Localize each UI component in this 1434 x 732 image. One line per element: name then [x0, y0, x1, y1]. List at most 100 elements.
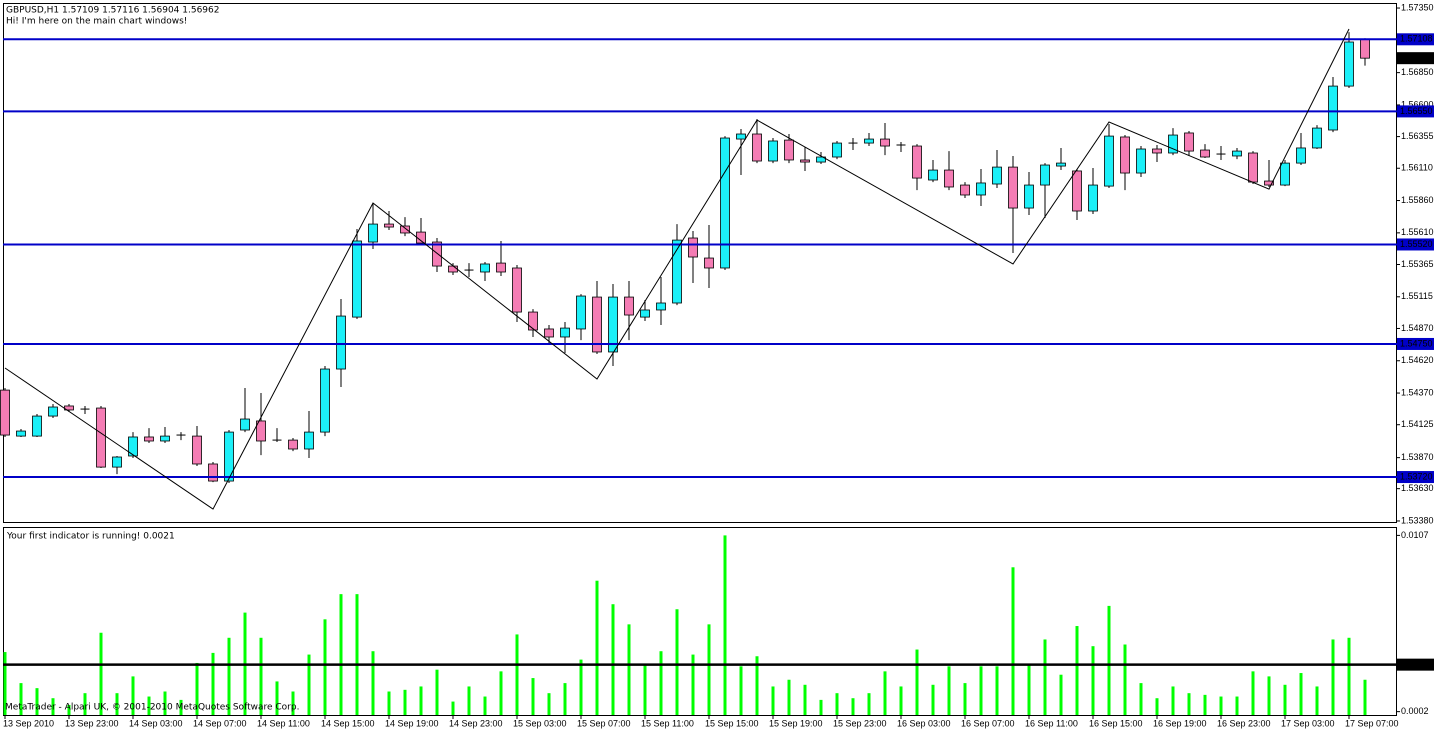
indicator-bar [131, 676, 135, 715]
candle-body [144, 436, 154, 442]
indicator-bar [483, 696, 487, 715]
indicator-bar [1155, 698, 1159, 715]
indicator-bar [147, 696, 151, 715]
x-tick-label: 16 Sep 23:00 [1217, 718, 1271, 728]
level-label-box [1397, 105, 1434, 118]
indicator-bar [771, 686, 775, 715]
indicator-bar [947, 666, 951, 715]
candle-body [928, 169, 938, 181]
candle-body [608, 296, 618, 353]
candle-body [704, 257, 714, 269]
y-tick-label: 1.54870 [1401, 323, 1434, 333]
candle-body [784, 139, 794, 161]
candle-body [240, 418, 250, 431]
indicator-bar [499, 671, 503, 715]
indicator-bar [627, 624, 631, 715]
indicator-title: Your first indicator is running! 0.0021 [6, 532, 175, 542]
candle-body [1264, 180, 1274, 186]
indicator-bar [1187, 693, 1191, 715]
indicator-bar [1139, 683, 1143, 715]
candle-body [336, 315, 346, 370]
candle-body [1344, 41, 1354, 87]
level-label-box [1397, 658, 1434, 671]
indicator-bar [883, 671, 887, 715]
x-tick-label: 16 Sep 15:00 [1089, 718, 1143, 728]
indicator-bar [19, 683, 23, 715]
level-label-box [1397, 337, 1434, 350]
indicator-bar [1219, 696, 1223, 715]
indicator-bar [1315, 686, 1319, 715]
candle-body [416, 231, 426, 244]
candle-body [384, 223, 394, 228]
candle-body [304, 431, 314, 450]
level-label: 1.57108 [1400, 34, 1433, 44]
candle-body [1280, 162, 1290, 186]
x-tick-label: 14 Sep 11:00 [257, 718, 310, 728]
y-tick-label: 1.53630 [1401, 483, 1434, 493]
indicator-bar [979, 666, 983, 715]
y-tick-label: 1.56850 [1401, 67, 1434, 77]
x-tick-label: 14 Sep 15:00 [321, 718, 375, 728]
level-label: 1.54750 [1400, 338, 1433, 348]
indicator-bar [3, 652, 7, 715]
candle-body [320, 368, 330, 433]
y-tick-label: 1.53380 [1401, 515, 1434, 525]
candle-body [1360, 38, 1370, 59]
indicator-bar [851, 698, 855, 715]
x-tick-label: 15 Sep 19:00 [769, 718, 823, 728]
indicator-bar [1027, 664, 1031, 715]
candle-body [656, 302, 666, 311]
indicator-bar [1267, 676, 1271, 715]
indicator-bar [1123, 644, 1127, 715]
candle-body [480, 263, 490, 273]
indicator-bar [803, 684, 807, 715]
x-tick-label: 14 Sep 23:00 [449, 718, 503, 728]
candle-body [560, 327, 570, 338]
y-tick-label: 1.54125 [1401, 419, 1434, 429]
candle-body [1232, 150, 1242, 157]
candle-body [1168, 134, 1178, 154]
x-tick-label: 14 Sep 03:00 [129, 718, 183, 728]
candle-body [496, 262, 506, 273]
level-label: 1.56550 [1400, 106, 1433, 116]
indicator-bar [1091, 646, 1095, 715]
indicator-bar [211, 652, 215, 715]
y-tick-label: 1.56355 [1401, 131, 1434, 141]
indicator-bar [1059, 674, 1063, 715]
candle-body [912, 145, 922, 179]
y-tick-label: 1.56600 [1401, 99, 1434, 109]
candle-body [1184, 132, 1194, 152]
indicator-bar [99, 632, 103, 715]
footer: MetaTrader - Alpari UK, © 2001-2010 Meta… [5, 703, 299, 713]
indicator-bar [307, 654, 311, 715]
chart-subtitle: Hi! I'm here on the main chart windows! [6, 17, 187, 27]
indicator-pane [3, 527, 1397, 716]
candle-body [1120, 136, 1130, 174]
candle-body [992, 166, 1002, 185]
candle-body [592, 296, 602, 353]
indicator-bar [755, 656, 759, 715]
indicator-bar [467, 686, 471, 715]
candle-body [768, 140, 778, 162]
indicator-bar [259, 637, 263, 715]
x-tick-label: 13 Sep 2010 [3, 718, 54, 728]
y-tick-label: 1.55365 [1401, 259, 1434, 269]
indicator-bar [1203, 694, 1207, 715]
candle-body [800, 159, 810, 163]
y-tick-label: 1.55860 [1401, 195, 1434, 205]
indicator-bar [1011, 567, 1015, 715]
candle-body [976, 182, 986, 196]
candle-body [1104, 135, 1114, 187]
candle-body [752, 133, 762, 162]
chart-title: GBPUSD,H1 1.57109 1.57116 1.56904 1.5696… [6, 6, 219, 16]
main-pane [3, 3, 1397, 523]
indicator-bar [195, 662, 199, 715]
candle-body [1152, 148, 1162, 154]
indicator-bar [51, 698, 55, 715]
candle-body [32, 415, 42, 437]
indicator-bar [179, 699, 183, 715]
candle-body [624, 296, 634, 316]
candle-body [512, 267, 522, 313]
candle-body [1088, 184, 1098, 212]
candle-body [16, 430, 26, 437]
